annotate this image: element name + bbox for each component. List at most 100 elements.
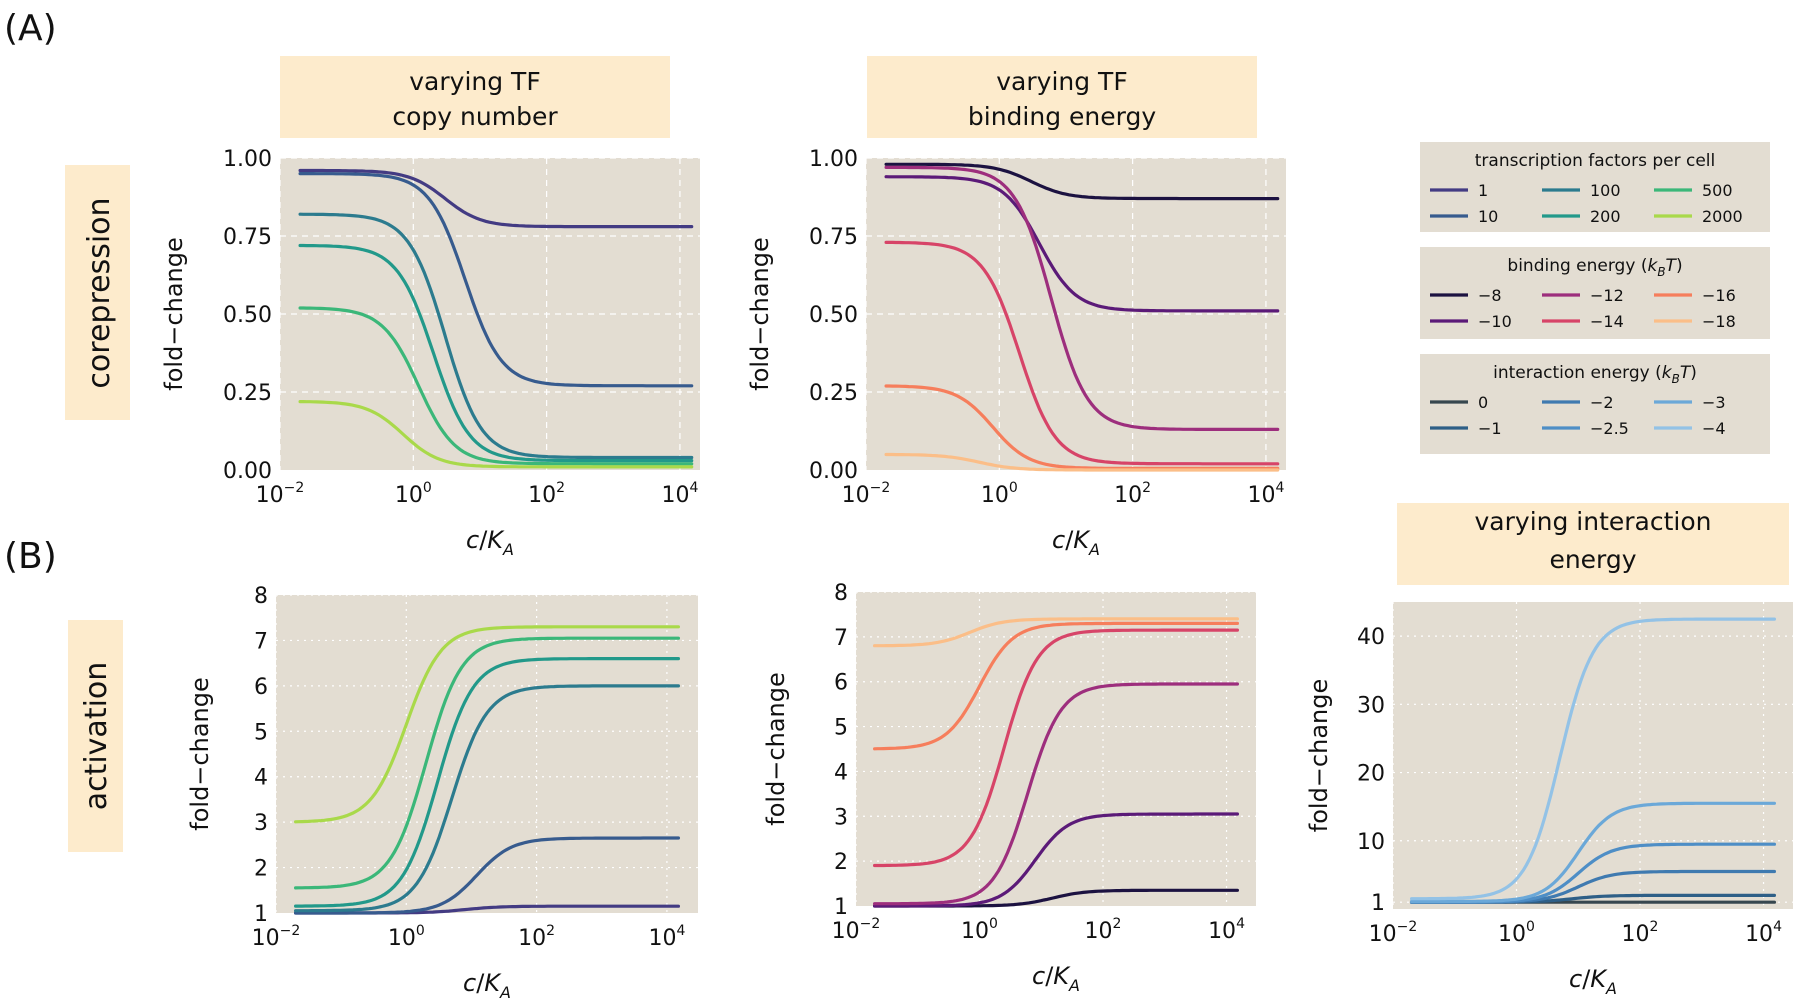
series-line-−16	[872, 621, 1240, 751]
legend-background	[1420, 142, 1770, 232]
x-tick-label: 100	[388, 923, 425, 951]
legend-background	[1420, 354, 1770, 454]
legend-item-label: 1	[1478, 181, 1488, 200]
series-line-−10	[872, 812, 1240, 908]
x-tick-label: 10−2	[832, 916, 881, 944]
header-binding-energy-bg	[867, 56, 1257, 138]
y-tick-label: 2	[254, 857, 268, 882]
row-label-corepression-text: corepression	[82, 197, 117, 388]
x-tick-label: 104	[661, 480, 698, 508]
x-tick-label: 100	[981, 480, 1018, 508]
series-line-200	[298, 243, 694, 463]
series-line-500	[298, 306, 694, 466]
row-label-corepression: corepression	[65, 165, 130, 420]
row-label-corepression-bg	[65, 165, 130, 420]
series-line-1	[298, 168, 694, 229]
row-label-activation-bg	[68, 620, 123, 852]
y-axis-label: fold−change	[762, 672, 790, 825]
legend-background	[1420, 247, 1770, 339]
series-line-−18	[872, 617, 1240, 648]
x-tick-label: 102	[1622, 919, 1659, 947]
series-line-−14	[872, 628, 1240, 868]
y-tick-label: 1	[254, 902, 268, 927]
series-line-−18	[884, 452, 1280, 472]
legend-item-label: 200	[1590, 207, 1621, 226]
panel-label-b: (B)	[4, 536, 57, 577]
legend-item-label: −10	[1478, 312, 1512, 331]
series-line-−14	[884, 240, 1280, 466]
legend-item-label: 500	[1702, 181, 1733, 200]
header-copy-number-line1: varying TF	[409, 67, 540, 96]
x-tick-label: 104	[648, 923, 685, 951]
x-tick-label: 102	[1085, 916, 1122, 944]
y-axis-label: fold−change	[746, 237, 774, 390]
y-tick-label: 3	[254, 811, 268, 836]
y-tick-label: 1	[834, 895, 848, 920]
y-tick-label: 3	[834, 805, 848, 830]
row-label-activation-text: activation	[79, 662, 114, 811]
legend-item-label: −12	[1590, 286, 1624, 305]
y-tick-label: 2	[834, 850, 848, 875]
x-tick-label: 100	[1498, 919, 1535, 947]
x-axis-label: c/KA	[1032, 962, 1080, 995]
y-tick-label: 1	[1371, 891, 1385, 916]
legend-item-label: −2.5	[1590, 419, 1629, 438]
y-axis-label: fold−change	[160, 237, 188, 390]
y-tick-label: 5	[834, 716, 848, 741]
header-interaction-energy-line2: energy	[1549, 545, 1636, 574]
header-interaction-energy-bg	[1397, 503, 1789, 585]
y-tick-label: 0.75	[809, 225, 858, 250]
series-line-−12	[872, 682, 1240, 906]
legend-item-label: −3	[1702, 393, 1726, 412]
y-tick-label: 4	[834, 760, 848, 785]
x-axis-label: c/KA	[1569, 965, 1617, 998]
plot-activation-copy-number: 1 2 3 4 5 6 7 8 10−2 100 102 104 fold−change c/KA	[186, 584, 698, 1002]
x-tick-label: 10−2	[842, 480, 891, 508]
x-tick-label: 102	[518, 923, 555, 951]
legend-item-label: −14	[1590, 312, 1624, 331]
y-tick-label: 7	[834, 626, 848, 651]
x-tick-label: 102	[1114, 480, 1151, 508]
legend-copy-number: transcription factors per cell 1 10 100 200 5…	[1420, 142, 1770, 232]
y-axis-label: fold−change	[186, 677, 214, 830]
header-interaction-energy: varying interaction energy	[1397, 503, 1789, 585]
y-axis-label: fold−change	[1305, 679, 1333, 832]
series-line-−12	[884, 165, 1280, 431]
y-tick-label: 4	[254, 766, 268, 791]
header-copy-number: varying TF copy number	[280, 56, 670, 138]
y-tick-label: 1.00	[809, 147, 858, 172]
y-tick-label: 1.00	[223, 147, 272, 172]
plot-corepression-copy-number: 0.00 0.25 0.50 0.75 1.00 10−2 100 102 104 fold−ch…	[160, 147, 700, 559]
x-tick-label: 102	[528, 480, 565, 508]
header-binding-energy-line1: varying TF	[996, 67, 1127, 96]
header-copy-number-bg	[280, 56, 670, 138]
legend-item-label: −16	[1702, 286, 1736, 305]
x-axis-label: c/KA	[463, 969, 511, 1002]
y-tick-label: 0.50	[223, 303, 272, 328]
series-line-10	[298, 172, 694, 388]
y-tick-label: 5	[254, 720, 268, 745]
header-binding-energy-line2: binding energy	[968, 102, 1156, 131]
panel-label-a: (A)	[4, 8, 57, 49]
x-tick-label: 104	[1208, 916, 1245, 944]
x-tick-label: 104	[1247, 480, 1284, 508]
legend-title: interaction energy (kBT)	[1493, 363, 1697, 386]
header-interaction-energy-line1: varying interaction	[1475, 507, 1712, 536]
legend-item-label: −2	[1590, 393, 1614, 412]
legend-item-label: −4	[1702, 419, 1726, 438]
header-copy-number-line2: copy number	[392, 102, 558, 131]
legend-binding-energy: binding energy (kBT) −8 −10 −12 −14 −16 −18	[1420, 247, 1770, 339]
y-tick-label: 20	[1357, 762, 1385, 787]
y-tick-label: 0.00	[223, 459, 272, 484]
series-line-−10	[884, 175, 1280, 313]
y-tick-label: 0.25	[809, 381, 858, 406]
y-tick-label: 0.00	[809, 459, 858, 484]
y-tick-label: 40	[1357, 625, 1385, 650]
series-line-−8	[884, 162, 1280, 201]
legend-item-label: −18	[1702, 312, 1736, 331]
series-line-200	[294, 656, 681, 908]
legend-item-label: 2000	[1702, 207, 1743, 226]
x-tick-label: 100	[961, 916, 998, 944]
plot-background	[276, 595, 698, 913]
